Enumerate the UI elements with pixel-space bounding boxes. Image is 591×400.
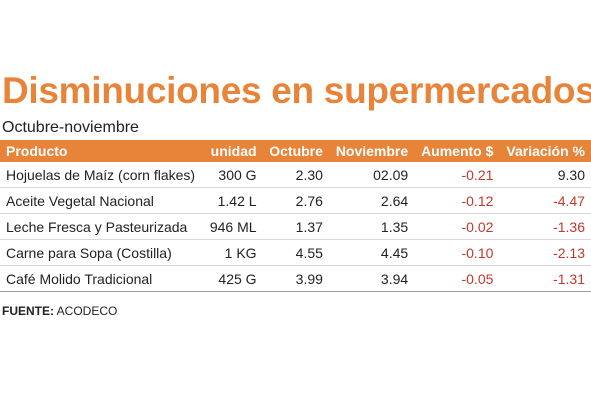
cell-aumento: -0.21 xyxy=(414,162,500,188)
header-aumento: Aumento $ xyxy=(414,140,500,162)
table-row: Hojuelas de Maíz (corn flakes) 300 G 2.3… xyxy=(0,162,591,188)
cell-variacion: -1.31 xyxy=(499,265,591,292)
source-note: FUENTE: ACODECO xyxy=(2,304,117,318)
cell-octubre: 3.99 xyxy=(262,265,329,292)
cell-variacion: -4.47 xyxy=(499,187,591,214)
cell-octubre: 2.76 xyxy=(262,187,329,214)
page-subtitle: Octubre-noviembre xyxy=(2,119,139,136)
header-unidad: unidad xyxy=(203,140,263,162)
cell-noviembre: 3.94 xyxy=(328,265,415,292)
header-octubre: Octubre xyxy=(262,140,329,162)
cell-variacion: 9.30 xyxy=(499,162,591,188)
cell-producto: Aceite Vegetal Nacional xyxy=(0,187,204,214)
cell-noviembre: 02.09 xyxy=(328,162,415,188)
table-row: Leche Fresca y Pasteurizada 946 ML 1.37 … xyxy=(0,213,591,240)
cell-aumento: -0.10 xyxy=(414,239,500,266)
header-noviembre: Noviembre xyxy=(328,140,415,162)
cell-aumento: -0.05 xyxy=(414,265,500,292)
cell-octubre: 1.37 xyxy=(262,213,329,240)
cell-octubre: 2.30 xyxy=(262,162,329,188)
cell-producto: Hojuelas de Maíz (corn flakes) xyxy=(0,162,204,188)
cell-aumento: -0.12 xyxy=(414,187,500,214)
cell-noviembre: 1.35 xyxy=(328,213,415,240)
cell-octubre: 4.55 xyxy=(262,239,329,266)
cell-variacion: -1.36 xyxy=(499,213,591,240)
header-producto: Producto xyxy=(0,140,204,162)
cell-producto: Carne para Sopa (Costilla) xyxy=(0,239,204,266)
cell-noviembre: 2.64 xyxy=(328,187,415,214)
header-variacion: Variación % xyxy=(499,140,591,162)
source-label: FUENTE: xyxy=(2,304,54,318)
page-title: Disminuciones en supermercados xyxy=(2,70,591,111)
cell-producto: Café Molido Tradicional xyxy=(0,265,204,292)
table-row: Aceite Vegetal Nacional 1.42 L 2.76 2.64… xyxy=(0,187,591,214)
table-row: Carne para Sopa (Costilla) 1 KG 4.55 4.4… xyxy=(0,239,591,266)
cell-noviembre: 4.45 xyxy=(328,239,415,266)
cell-unidad: 300 G xyxy=(203,162,263,188)
cell-unidad: 946 ML xyxy=(203,213,263,240)
source-text: ACODECO xyxy=(56,304,118,318)
table-header-row: Producto unidad Octubre Noviembre Aument… xyxy=(0,140,591,162)
price-table: Producto unidad Octubre Noviembre Aument… xyxy=(0,140,591,292)
cell-unidad: 1 KG xyxy=(203,239,263,266)
cell-variacion: -2.13 xyxy=(499,239,591,266)
cell-aumento: -0.02 xyxy=(414,213,500,240)
cell-producto: Leche Fresca y Pasteurizada xyxy=(0,213,204,240)
cell-unidad: 425 G xyxy=(203,265,263,292)
table-row: Café Molido Tradicional 425 G 3.99 3.94 … xyxy=(0,265,591,292)
cell-unidad: 1.42 L xyxy=(203,187,263,214)
